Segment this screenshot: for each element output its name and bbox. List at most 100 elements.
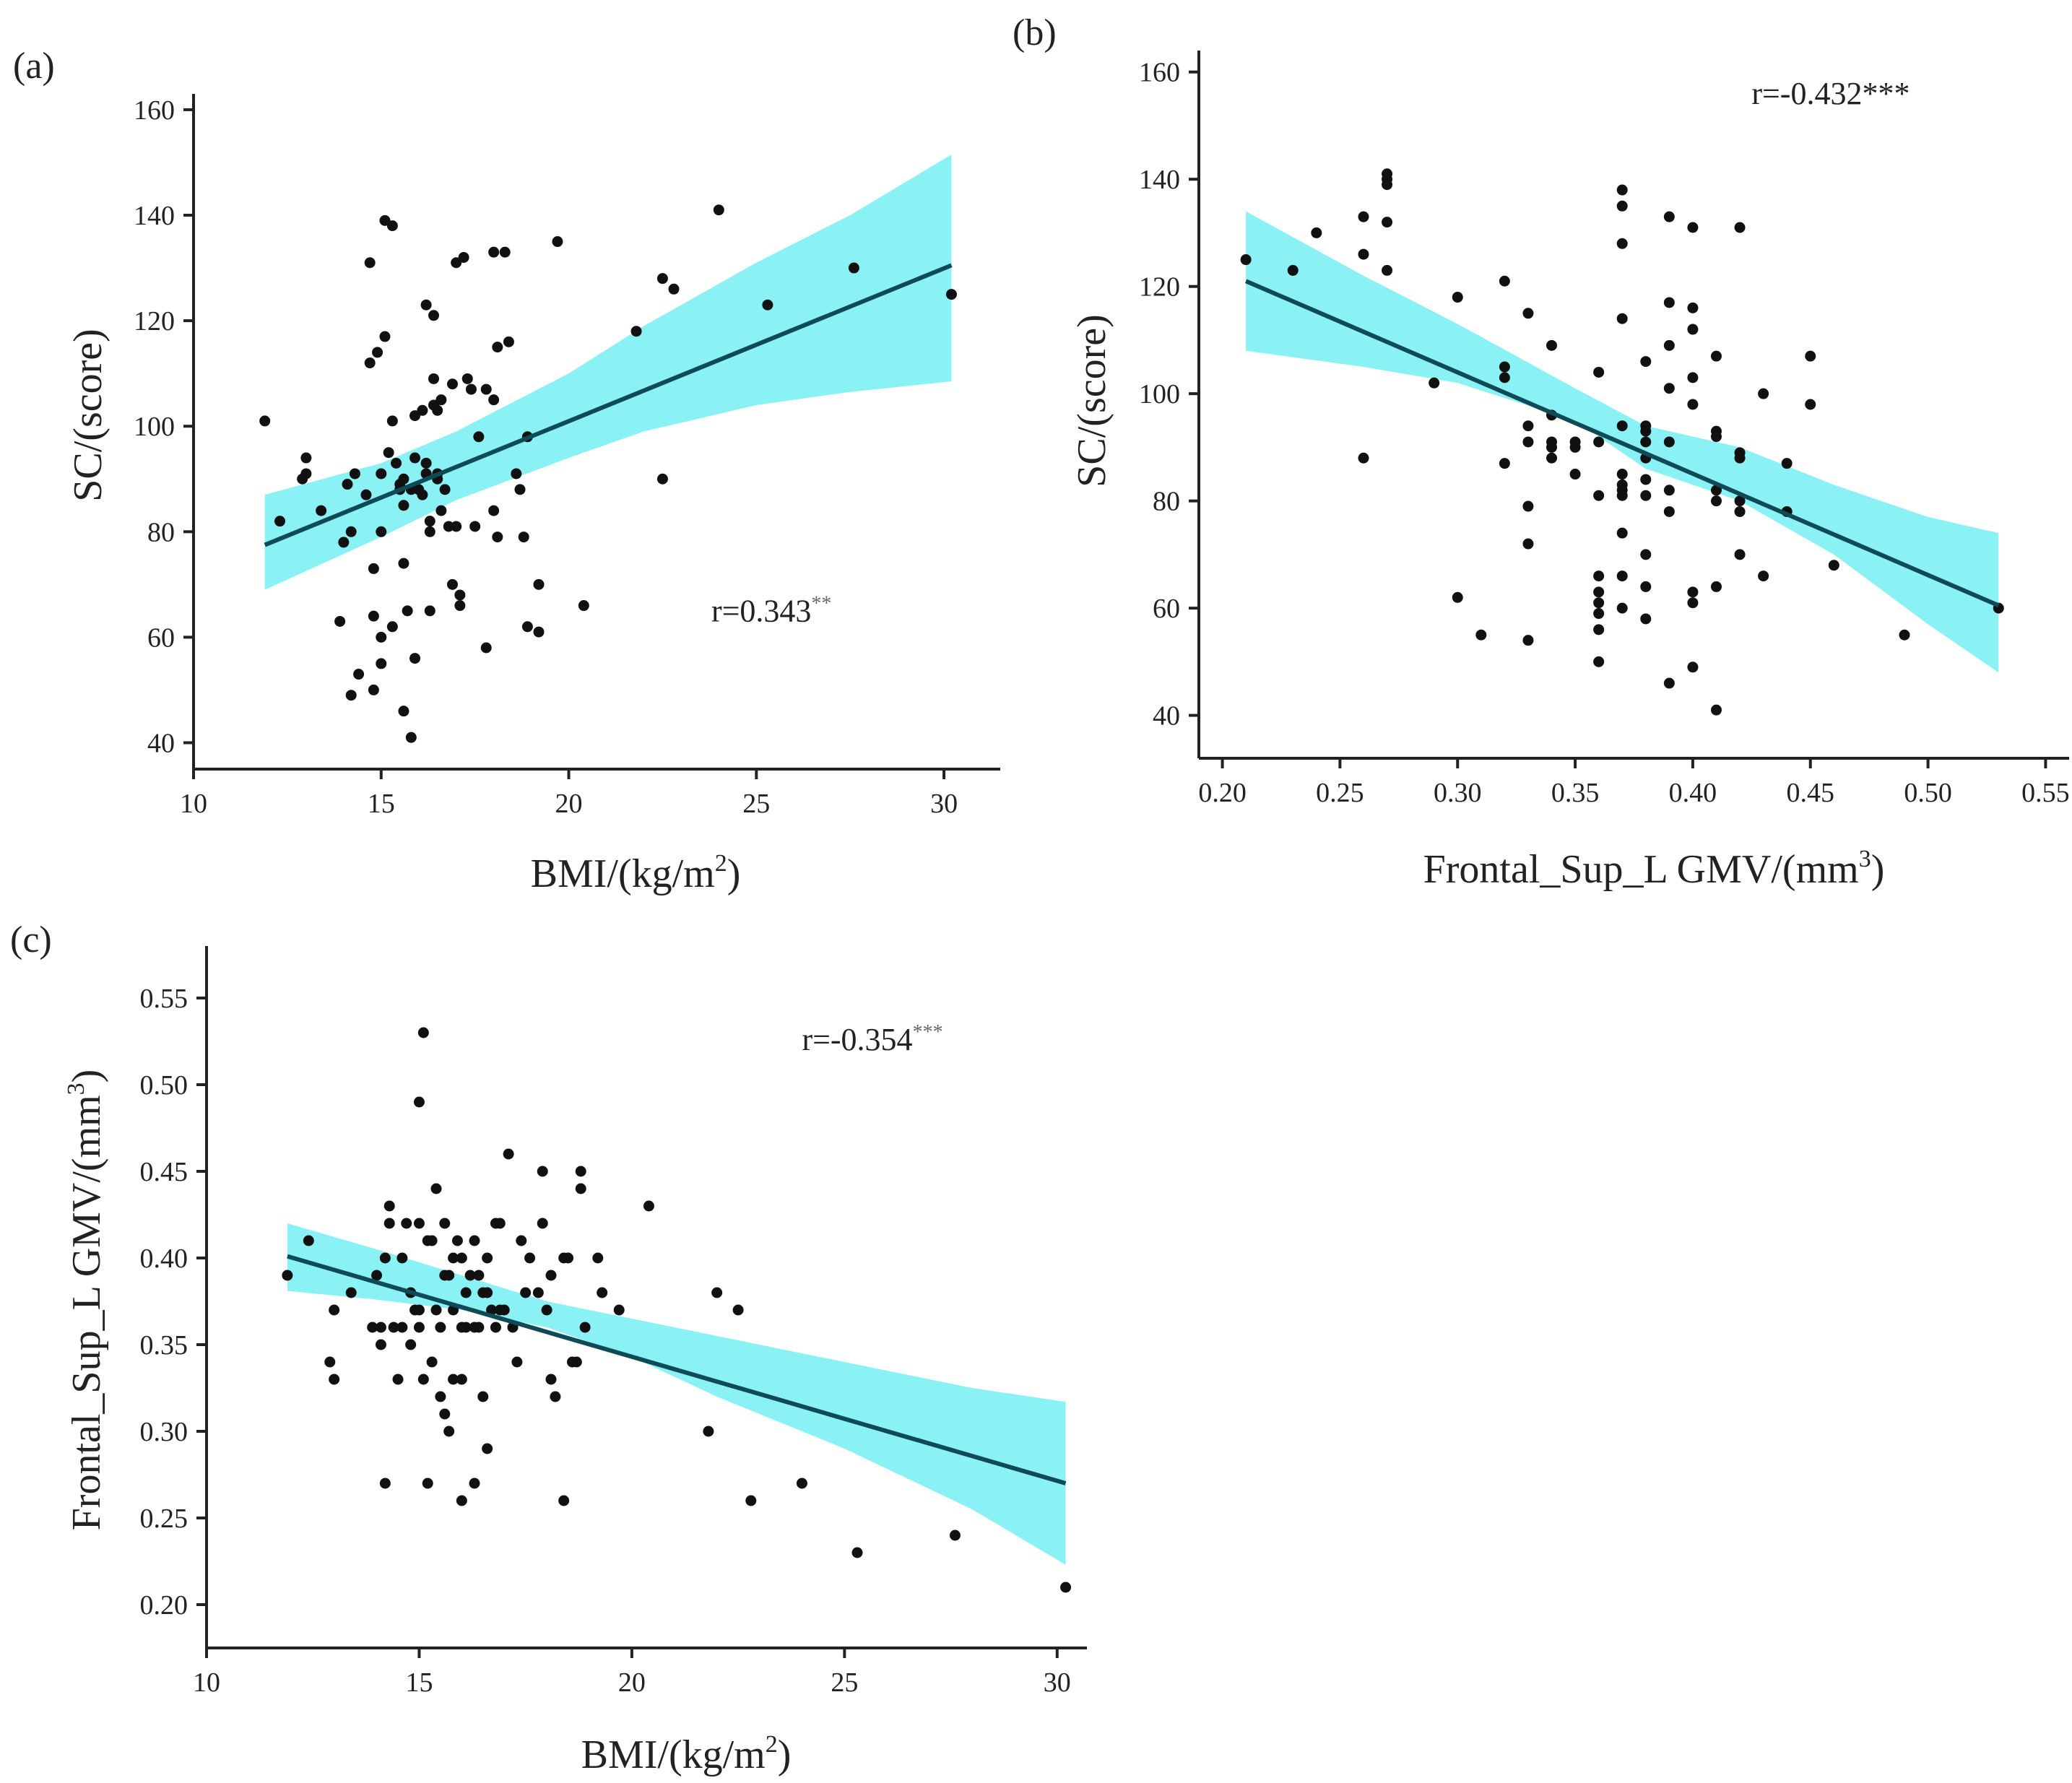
data-point [435,1322,446,1333]
data-point [371,1270,383,1281]
data-point [282,1270,293,1281]
data-point [388,1322,399,1333]
data-point [1499,372,1510,383]
data-point [1687,372,1699,383]
data-point [1452,591,1463,603]
data-point [511,468,522,480]
data-point [398,706,409,717]
data-point [571,1356,582,1368]
x-tick-label: 0.55 [2021,778,2070,808]
data-point [668,283,680,295]
data-point [498,1304,510,1316]
x-tick-label: 30 [1044,1667,1071,1698]
data-point [465,383,477,395]
data-point [1663,436,1675,448]
data-point [473,1270,485,1281]
data-point [1569,441,1581,453]
data-point [1899,629,1910,641]
data-point [532,1287,544,1298]
x-tick-label: 15 [368,789,395,819]
data-point [1593,436,1605,448]
y-tick-label: 0.45 [140,1157,188,1187]
data-point [345,1287,357,1298]
data-point [386,220,398,232]
data-point [1522,308,1534,319]
data-point [488,246,500,258]
data-point [454,589,466,601]
data-point [424,516,435,527]
data-point [316,505,327,516]
data-point [446,578,458,590]
data-point [1240,254,1252,266]
data-point [259,415,271,427]
panel-a-y-axis-label: SC/(score) [66,329,110,502]
y-tick-label: 0.30 [140,1417,188,1447]
data-point [376,631,387,643]
data-point [1687,586,1699,598]
data-point [579,1322,591,1333]
data-point [435,505,447,516]
data-point [398,500,409,511]
data-point [1475,629,1487,641]
data-point [426,1235,438,1246]
data-point [1616,602,1628,614]
data-point [448,1252,459,1264]
data-point [368,563,379,574]
panel-a-x-ticks: 10 15 20 25 30 [180,769,958,819]
data-point [1616,238,1628,249]
data-point [1358,452,1369,464]
data-point [364,257,376,269]
panel-c-points [282,1027,1072,1593]
data-point [379,1252,391,1264]
data-point [1593,490,1605,501]
data-point [1805,350,1816,362]
data-point [482,1287,493,1298]
data-point [503,1148,514,1160]
y-tick-label: 40 [147,728,175,758]
data-point [1593,571,1605,582]
x-tick-label: 20 [555,789,583,819]
x-tick-label: 0.20 [1198,778,1247,808]
data-point [1663,297,1675,308]
data-point [533,578,545,590]
data-point [383,1218,395,1229]
data-point [745,1495,757,1506]
data-point [402,605,413,617]
data-point [1663,485,1675,496]
data-point [1781,458,1793,469]
data-point [1805,399,1816,410]
data-point [848,262,859,274]
data-point [1522,420,1534,432]
x-tick-label: 10 [180,789,207,819]
data-point [430,1183,442,1194]
y-tick-label: 0.35 [140,1330,188,1361]
data-point [443,521,454,532]
data-point [1640,549,1652,560]
data-point [1663,677,1675,689]
x-tick-label: 0.45 [1787,778,1835,808]
x-tick-label: 0.50 [1904,778,1952,808]
x-tick-label: 30 [930,789,958,819]
y-tick-label: 80 [147,517,175,547]
data-point [1616,469,1628,480]
data-point [413,1304,425,1316]
panel-b-points [1240,168,2004,716]
data-point [454,600,466,612]
panel-c-label: (c) [10,919,52,960]
data-point [643,1200,654,1212]
panel-a-correlation-annotation: r=0.343** [711,592,831,628]
data-point [338,537,350,548]
data-point [345,526,357,537]
data-point [1758,388,1769,399]
data-point [420,299,432,311]
data-point [1640,613,1652,625]
data-point [334,615,346,627]
data-point [417,1374,429,1385]
data-point [1663,211,1675,222]
data-point [518,532,529,543]
data-point [1758,571,1769,582]
data-point [469,1235,480,1246]
data-point [349,468,360,480]
data-point [401,1218,412,1229]
data-point [592,1252,604,1264]
